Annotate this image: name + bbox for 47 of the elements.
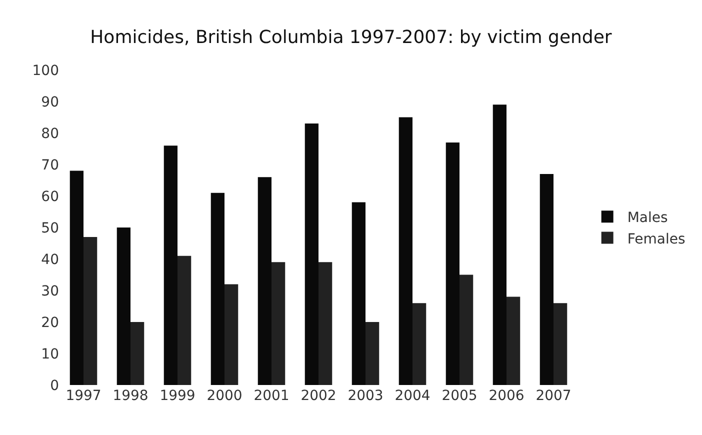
bar bbox=[492, 104, 506, 385]
bar bbox=[84, 236, 98, 385]
bar bbox=[412, 303, 426, 385]
y-tick-label: 60 bbox=[41, 188, 59, 205]
y-tick-label: 40 bbox=[41, 252, 59, 268]
y-tick-label: 80 bbox=[41, 126, 59, 142]
bar bbox=[164, 146, 178, 385]
bar bbox=[506, 296, 520, 385]
legend-label: Males bbox=[627, 210, 668, 226]
bar bbox=[272, 262, 286, 385]
bar bbox=[178, 256, 192, 385]
x-tick-label: 2000 bbox=[206, 388, 242, 404]
x-tick-label: 2005 bbox=[442, 388, 478, 404]
legend-label: Females bbox=[627, 231, 686, 248]
bar bbox=[554, 303, 568, 385]
y-tick-label: 30 bbox=[41, 283, 59, 300]
x-tick-label: 1997 bbox=[66, 388, 102, 404]
y-tick-label: 0 bbox=[50, 378, 59, 394]
y-tick-label: 20 bbox=[41, 314, 59, 331]
x-tick-label: 1999 bbox=[160, 388, 196, 404]
x-tick-label: 2007 bbox=[536, 388, 572, 404]
bar bbox=[446, 142, 460, 385]
x-tick-label: 2002 bbox=[300, 388, 336, 404]
bar bbox=[398, 117, 412, 385]
x-tick-label: 2004 bbox=[394, 388, 430, 404]
chart-title: Homicides, British Columbia 1997-2007: by victim gender bbox=[90, 27, 612, 48]
bar bbox=[116, 228, 130, 385]
bar bbox=[258, 177, 272, 385]
bar bbox=[130, 322, 144, 385]
bar bbox=[224, 284, 238, 385]
bar bbox=[366, 322, 380, 385]
bar bbox=[352, 202, 366, 385]
bar bbox=[210, 192, 224, 385]
bar bbox=[318, 262, 332, 385]
bar bbox=[304, 124, 318, 385]
x-tick-label: 2001 bbox=[254, 388, 290, 404]
y-tick-label: 100 bbox=[32, 62, 59, 79]
y-tick-label: 70 bbox=[41, 157, 59, 174]
y-tick-label: 10 bbox=[41, 346, 59, 362]
y-tick-label: 50 bbox=[41, 220, 59, 236]
x-tick-label: 2003 bbox=[348, 388, 384, 404]
bar bbox=[460, 274, 474, 385]
y-tick-label: 90 bbox=[41, 94, 59, 110]
bar bbox=[540, 174, 554, 385]
bar bbox=[70, 170, 84, 385]
x-tick-label: 1998 bbox=[112, 388, 148, 404]
x-tick-label: 2006 bbox=[488, 388, 524, 404]
